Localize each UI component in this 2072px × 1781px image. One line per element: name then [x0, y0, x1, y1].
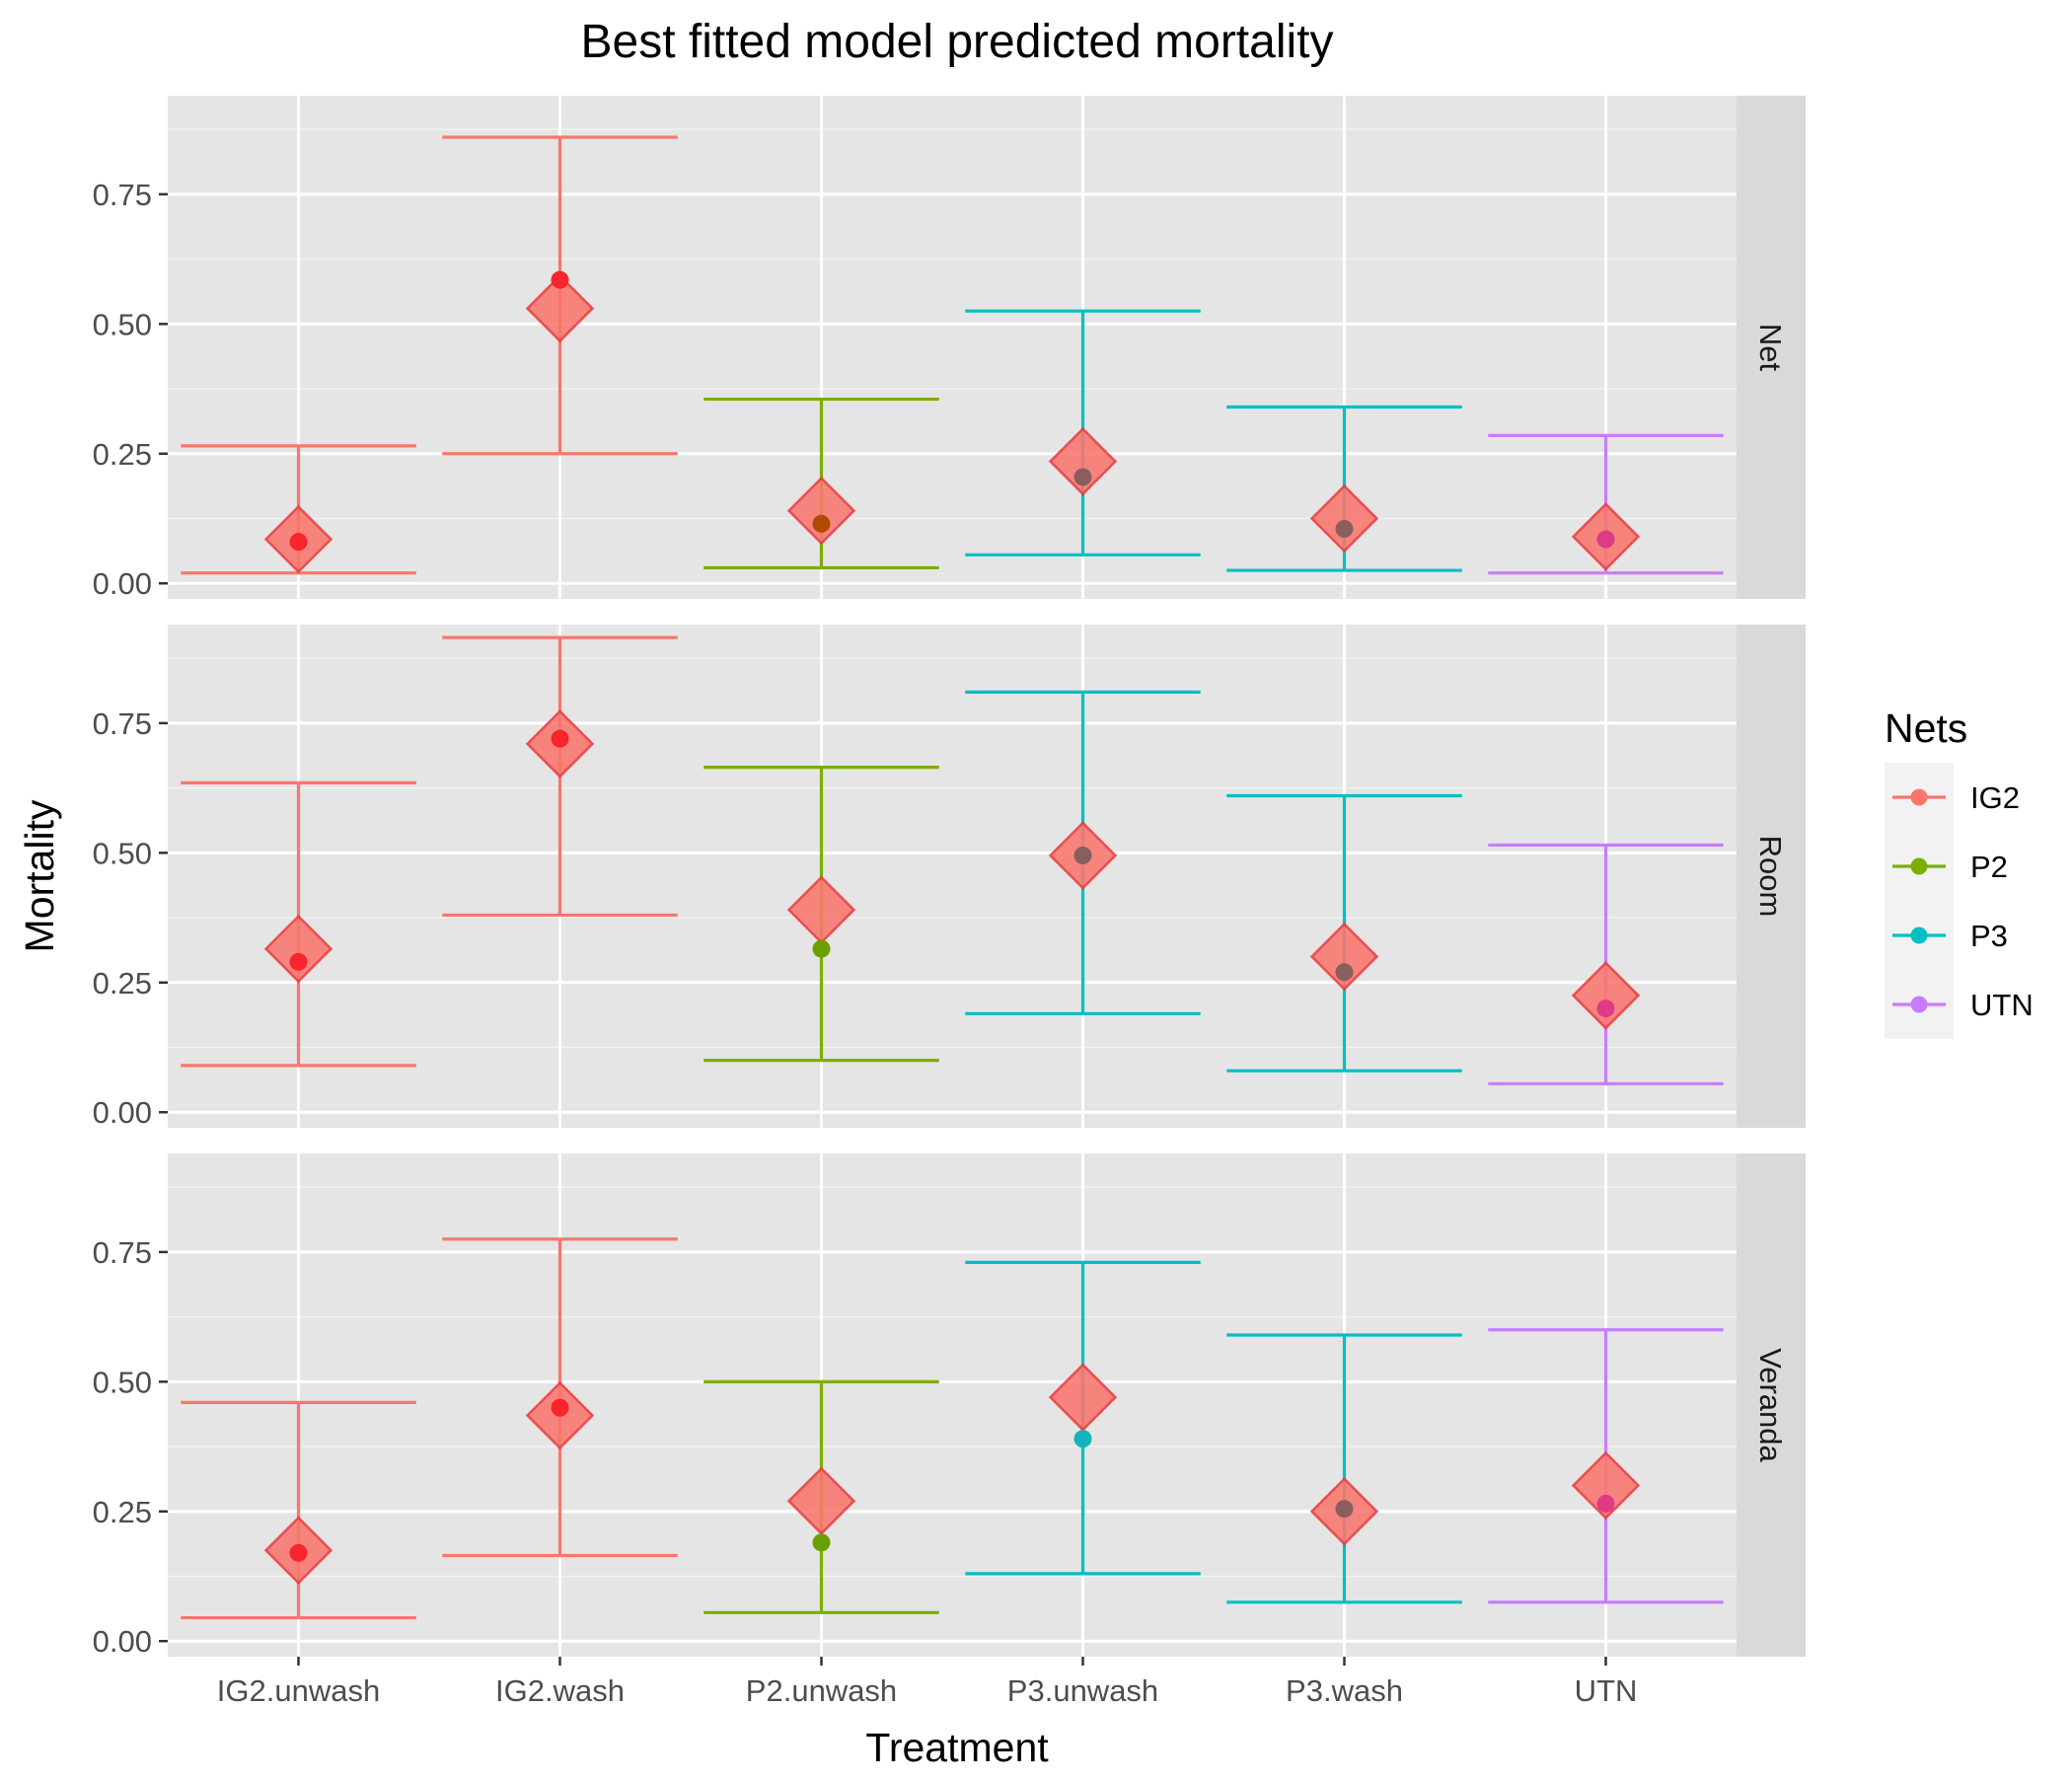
y-tick-label: 0.50 [93, 307, 152, 341]
x-tick-label: P3.wash [1286, 1673, 1403, 1708]
predicted-diamond [1309, 922, 1379, 992]
y-tick-label: 0.50 [93, 836, 152, 870]
errorbar-p3-wash [1226, 405, 1462, 572]
observed-point [1335, 1500, 1354, 1519]
errorbar-p3-wash [1226, 1333, 1462, 1604]
y-tick-label: 0.75 [93, 178, 152, 212]
y-axis-label: Mortality [17, 799, 62, 952]
errorbar-p2-unwash [703, 1379, 939, 1614]
predicted-diamond [1571, 1450, 1641, 1521]
errorbar-ig2-unwash [181, 1400, 416, 1620]
errorbar-utn [1488, 1328, 1724, 1604]
predicted-diamond [786, 1466, 856, 1536]
x-tick-label: UTN [1575, 1673, 1638, 1708]
y-tick-label: 0.25 [93, 1495, 152, 1529]
errorbar-ig2-wash [442, 635, 678, 918]
panel-background [168, 96, 1737, 599]
errorbar-p3-unwash [965, 309, 1201, 557]
x-tick-label: IG2.unwash [217, 1673, 380, 1708]
errorbar-utn [1488, 843, 1724, 1085]
observed-point [551, 270, 569, 289]
x-axis-label: Treatment [865, 1725, 1049, 1770]
predicted-diamond [263, 914, 333, 984]
errorbar-ig2-wash [442, 135, 678, 456]
legend-key-point [1910, 788, 1928, 806]
y-tick-label: 0.25 [93, 437, 152, 472]
legend-key-point [1910, 857, 1928, 875]
panel-net: 0.00 0.25 0.50 0.75 Net [93, 96, 1806, 601]
legend: Nets IG2 P2 P3 UTN [1885, 705, 2034, 1039]
y-tick-label: 0.00 [93, 1624, 152, 1659]
legend-item-utn: UTN [1892, 988, 2034, 1022]
observed-point [1596, 530, 1615, 549]
legend-item-label: P3 [1970, 919, 2008, 953]
legend-item-p3: P3 [1892, 919, 2008, 953]
errorbar-p2-unwash [703, 765, 939, 1063]
observed-point [551, 1398, 569, 1417]
facet-strip [1737, 1153, 1806, 1657]
observed-point [551, 729, 569, 748]
errorbar-utn [1488, 433, 1724, 575]
panel-veranda: 0.00 0.25 0.50 0.75 Veranda [93, 1153, 1806, 1659]
observed-point [1596, 1000, 1615, 1018]
legend-title: Nets [1885, 705, 1967, 751]
legend-item-label: IG2 [1970, 780, 2020, 815]
legend-item-p2: P2 [1892, 850, 2008, 884]
y-tick-label: 0.00 [93, 566, 152, 601]
legend-item-label: UTN [1970, 988, 2034, 1022]
predicted-diamond [1571, 961, 1641, 1030]
legend-item-label: P2 [1970, 850, 2008, 884]
y-tick-label: 0.00 [93, 1095, 152, 1130]
predicted-diamond [525, 273, 595, 343]
x-tick-label: IG2.wash [495, 1673, 625, 1708]
errorbar-ig2-unwash [181, 780, 416, 1068]
errorbar-p2-unwash [703, 397, 939, 570]
legend-key-point [1910, 927, 1928, 944]
observed-point [812, 1533, 831, 1552]
predicted-diamond [1048, 1363, 1118, 1432]
predicted-diamond [1048, 426, 1118, 496]
y-tick-label: 0.25 [93, 966, 152, 1001]
y-tick-label: 0.75 [93, 706, 152, 741]
observed-point [1335, 520, 1354, 539]
y-tick-label: 0.75 [93, 1235, 152, 1270]
facet-strip-label: Net [1753, 324, 1788, 372]
x-tick-label: P3.unwash [1007, 1673, 1158, 1708]
panel-room: 0.00 0.25 0.50 0.75 Room [93, 625, 1806, 1130]
chart-title: Best fitted model predicted mortality [580, 16, 1333, 68]
observed-point [812, 939, 831, 958]
errorbar-p3-wash [1226, 793, 1462, 1073]
legend-item-ig2: IG2 [1892, 780, 2020, 815]
observed-point [289, 533, 308, 552]
panels-layer: 0.000.250.500.75Net0.000.250.500.75Room0… [93, 96, 1806, 1708]
observed-point [289, 1543, 308, 1562]
observed-point [1596, 1494, 1615, 1513]
x-tick-label: P2.unwash [746, 1673, 897, 1708]
facet-strip [1737, 625, 1806, 1128]
panel-background [168, 1153, 1737, 1657]
observed-point [1073, 468, 1092, 486]
legend-key-background [1885, 763, 1954, 1039]
observed-point [812, 514, 831, 533]
errorbar-ig2-unwash [181, 444, 416, 575]
predicted-diamond [1309, 483, 1379, 554]
observed-point [1073, 846, 1092, 864]
errorbar-p3-unwash [965, 1260, 1201, 1576]
observed-point [1073, 1430, 1092, 1448]
errorbar-p3-unwash [965, 690, 1201, 1015]
observed-point [289, 952, 308, 971]
errorbar-ig2-wash [442, 1237, 678, 1558]
facet-strip-label: Room [1753, 836, 1788, 918]
panel-background [168, 625, 1737, 1128]
facet-strip [1737, 96, 1806, 599]
predicted-diamond [786, 476, 856, 546]
observed-point [1335, 963, 1354, 982]
y-tick-label: 0.50 [93, 1365, 152, 1399]
facet-strip-label: Veranda [1753, 1348, 1788, 1462]
legend-key-point [1910, 996, 1928, 1013]
